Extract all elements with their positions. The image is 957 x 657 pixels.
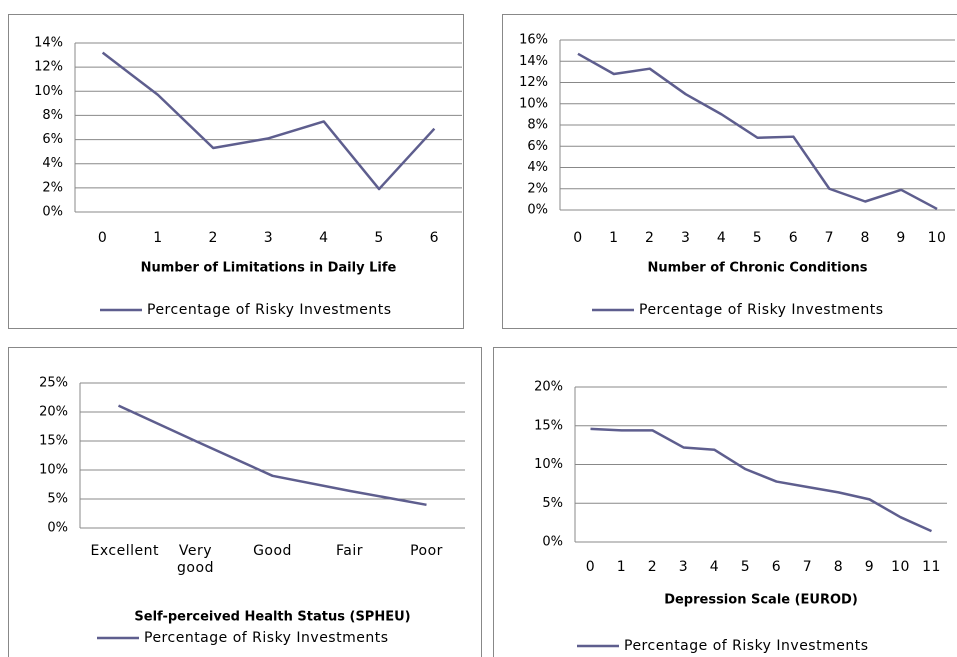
x-tick-label: 2 <box>645 230 655 246</box>
y-tick-label: 0% <box>47 521 68 536</box>
y-tick-label: 10% <box>34 84 63 99</box>
y-tick-label: 20% <box>39 405 68 420</box>
x-tick-label: 4 <box>716 230 727 246</box>
y-tick-label: 6% <box>42 132 63 147</box>
x-axis-title: Number of Chronic Conditions <box>647 261 867 276</box>
x-tick-label: 5 <box>752 230 763 246</box>
y-tick-label: 5% <box>47 492 68 507</box>
x-tick-label: Very good <box>177 543 214 576</box>
y-tick-label: 2% <box>42 180 63 195</box>
x-tick-label: 4 <box>709 559 720 575</box>
x-tick-label: 8 <box>860 230 870 246</box>
x-axis-title: Number of Limitations in Daily Life <box>141 261 397 276</box>
x-tick-label: 10 <box>891 559 910 575</box>
y-tick-label: 2% <box>527 181 548 196</box>
x-tick-label: 4 <box>319 230 329 246</box>
x-tick-label: 2 <box>647 559 658 575</box>
x-axis-title: Depression Scale (EUROD) <box>664 593 858 608</box>
panel <box>493 347 957 657</box>
panel <box>8 347 482 657</box>
x-tick-label: 9 <box>896 230 906 246</box>
x-tick-label: 10 <box>927 230 947 246</box>
x-tick-label: 1 <box>153 230 163 246</box>
y-tick-label: 10% <box>519 96 548 111</box>
y-tick-label: 14% <box>519 54 548 69</box>
y-tick-label: 14% <box>34 36 63 51</box>
x-tick-label: Good <box>253 543 292 559</box>
x-tick-label: 1 <box>609 230 619 246</box>
data-line <box>117 404 427 507</box>
legend-label: Percentage of Risky Investments <box>144 630 389 646</box>
y-tick-label: 16% <box>519 33 548 48</box>
y-tick-label: 0% <box>42 205 63 220</box>
y-tick-label: 6% <box>527 139 548 154</box>
y-tick-label: 10% <box>39 463 68 478</box>
y-tick-label: 4% <box>42 156 63 171</box>
x-tick-label: 3 <box>680 230 691 246</box>
x-tick-label: 0 <box>573 230 583 246</box>
x-tick-label: 3 <box>263 230 274 246</box>
data-line <box>590 427 933 533</box>
x-tick-label: 0 <box>585 559 596 575</box>
x-tick-label: 8 <box>833 559 844 575</box>
y-tick-label: 8% <box>42 108 63 123</box>
x-tick-label: 11 <box>922 559 941 575</box>
x-axis-title: Self-perceived Health Status (SPHEU) <box>134 610 410 625</box>
y-tick-label: 0% <box>542 535 563 550</box>
y-tick-label: 4% <box>527 160 548 175</box>
x-tick-label: 6 <box>771 559 782 575</box>
y-tick-label: 10% <box>534 457 563 472</box>
y-tick-label: 25% <box>39 376 68 391</box>
legend-label: Percentage of Risky Investments <box>639 302 884 318</box>
x-tick-label: 5 <box>374 230 384 246</box>
y-tick-label: 0% <box>527 203 548 218</box>
y-tick-label: 20% <box>534 380 563 395</box>
x-tick-label: 2 <box>208 230 218 246</box>
y-tick-label: 15% <box>39 434 68 449</box>
x-tick-label: 6 <box>429 230 440 246</box>
x-tick-label: 6 <box>788 230 799 246</box>
panel <box>502 14 957 329</box>
data-line <box>101 51 436 191</box>
y-tick-label: 5% <box>542 496 563 511</box>
x-tick-label: 3 <box>678 559 689 575</box>
x-tick-label: 1 <box>616 559 627 575</box>
data-line <box>577 52 938 211</box>
legend-label: Percentage of Risky Investments <box>624 638 869 654</box>
x-tick-label: 9 <box>864 559 875 575</box>
x-tick-label: 0 <box>97 230 108 246</box>
x-tick-label: 7 <box>802 559 813 575</box>
x-tick-label: Poor <box>410 543 443 559</box>
x-tick-label: Fair <box>336 543 363 559</box>
y-tick-label: 12% <box>519 75 548 90</box>
y-tick-label: 8% <box>527 118 548 133</box>
legend-label: Percentage of Risky Investments <box>147 302 392 318</box>
y-tick-label: 12% <box>34 60 63 75</box>
y-tick-label: 15% <box>534 418 563 433</box>
x-tick-label: Excellent <box>90 543 159 559</box>
x-tick-label: 7 <box>824 230 835 246</box>
x-tick-label: 5 <box>740 559 751 575</box>
panel <box>8 14 464 329</box>
